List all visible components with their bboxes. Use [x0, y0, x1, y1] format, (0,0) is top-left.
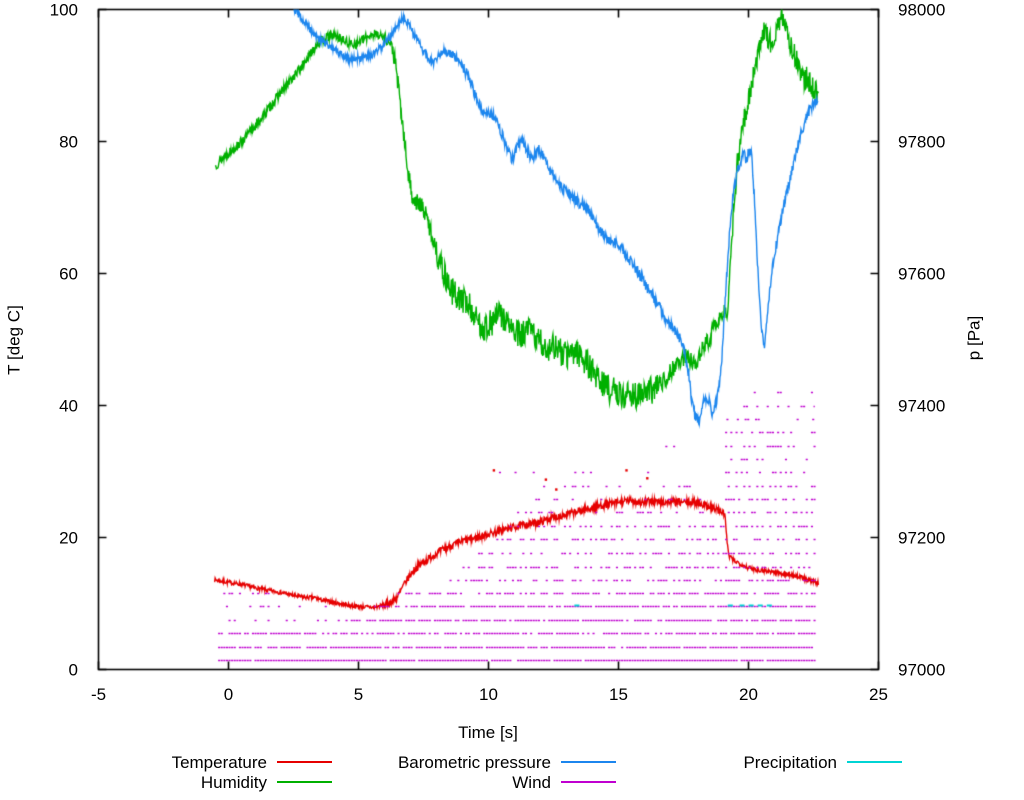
legend-swatch-barometric-pressure [561, 761, 616, 763]
y-left-tick-label: 0 [68, 660, 78, 679]
x-tick-label: -5 [90, 685, 107, 704]
y-left-tick-label: 40 [59, 396, 78, 415]
legend-swatch-humidity [277, 781, 332, 783]
y-left-tick-label: 60 [59, 264, 78, 283]
y-right-tick-label: 97000 [898, 660, 946, 679]
legend-label-wind: Wind [512, 773, 551, 792]
y-left-tick-label: 20 [59, 528, 78, 547]
legend-swatch-precipitation [847, 761, 902, 763]
y-axis-label-right: p [Pa] [964, 315, 984, 361]
legend-label-barometric-pressure: Barometric pressure [397, 753, 551, 772]
x-axis-label: Time [s] [458, 723, 518, 742]
y-left-tick-label: 100 [49, 0, 78, 19]
legend-label-humidity: Humidity [200, 773, 267, 792]
y-right-tick-label: 98000 [898, 0, 946, 19]
legend-swatch-wind [561, 781, 616, 783]
x-tick-label: 20 [739, 685, 758, 704]
x-tick-label: 5 [353, 685, 364, 704]
y-right-tick-label: 97600 [898, 264, 946, 283]
y-right-tick-label: 97200 [898, 528, 946, 547]
x-tick-label: 25 [869, 685, 888, 704]
legend-label-temperature: Temperature [171, 753, 267, 772]
x-tick-label: 0 [223, 685, 234, 704]
y-left-tick-label: 80 [59, 132, 78, 151]
y-right-tick-label: 97400 [898, 396, 946, 415]
legend-label-precipitation: Precipitation [743, 753, 837, 772]
y-right-tick-label: 97800 [898, 132, 946, 151]
x-tick-label: 15 [609, 685, 628, 704]
x-tick-label: 10 [479, 685, 498, 704]
y-axis-label-left: T [deg C] [4, 305, 24, 375]
legend-swatch-temperature [277, 761, 332, 763]
